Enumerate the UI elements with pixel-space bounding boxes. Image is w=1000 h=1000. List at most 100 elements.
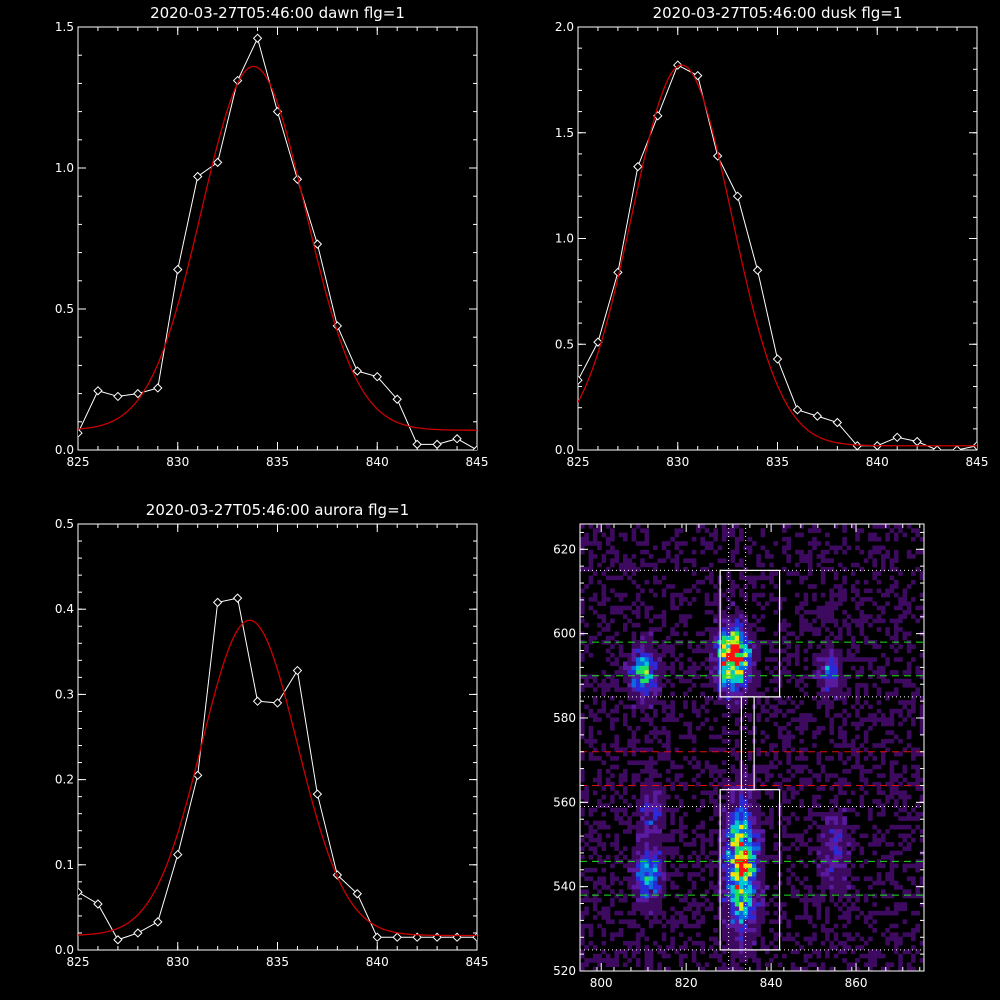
- heatmap-pixel: [601, 592, 607, 598]
- heatmap-pixel: [911, 863, 916, 869]
- heatmap-pixel: [709, 652, 714, 658]
- data-point-diamond: [312, 239, 323, 249]
- heatmap-pixel: [846, 842, 852, 847]
- heatmap-pixel: [807, 919, 813, 925]
- heatmap-pixel: [756, 837, 761, 843]
- heatmap-pixel: [825, 824, 830, 830]
- heatmap-pixel: [812, 794, 817, 800]
- heatmap-pixel: [747, 652, 753, 658]
- heatmap-pixel: [885, 738, 890, 744]
- heatmap-pixel: [592, 953, 598, 959]
- heatmap-pixel: [726, 704, 731, 710]
- heatmap-pixel: [721, 893, 727, 899]
- heatmap-pixel: [592, 532, 598, 538]
- heatmap-pixel: [648, 962, 654, 967]
- heatmap-pixel: [881, 803, 886, 808]
- heatmap-pixel: [885, 661, 890, 667]
- heatmap-pixel: [893, 949, 899, 955]
- heatmap-pixel: [756, 842, 761, 847]
- heatmap-pixel: [743, 859, 748, 864]
- heatmap-pixel: [678, 674, 684, 680]
- heatmap-pixel: [670, 846, 675, 851]
- heatmap-pixel: [631, 953, 637, 959]
- heatmap-pixel: [786, 734, 791, 740]
- heatmap-pixel: [661, 803, 667, 808]
- heatmap-pixel: [644, 549, 650, 555]
- heatmap-pixel: [846, 854, 852, 860]
- heatmap-pixel: [850, 747, 856, 753]
- heatmap-pixel: [713, 678, 718, 684]
- heatmap-pixel: [842, 760, 847, 765]
- heatmap-pixel: [872, 717, 877, 723]
- heatmap-pixel: [747, 953, 753, 959]
- heatmap-pixel: [721, 910, 727, 916]
- heatmap-pixel: [885, 747, 890, 753]
- heatmap-pixel: [752, 631, 757, 637]
- heatmap-pixel: [790, 790, 796, 796]
- heatmap-pixel: [631, 622, 637, 628]
- heatmap-pixel: [816, 803, 822, 808]
- heatmap-pixel: [799, 524, 804, 529]
- heatmap-pixel: [627, 618, 632, 624]
- heatmap-pixel: [657, 897, 662, 903]
- heatmap-pixel: [730, 708, 736, 714]
- heatmap-pixel: [605, 803, 611, 808]
- heatmap-pixel: [592, 958, 598, 963]
- heatmap-pixel: [605, 854, 611, 860]
- heatmap-pixel: [752, 837, 757, 843]
- heatmap-pixel: [859, 833, 865, 839]
- heatmap-pixel: [820, 863, 826, 869]
- x-tick-label: 820: [675, 976, 698, 990]
- heatmap-pixel: [644, 842, 650, 847]
- heatmap-pixel: [756, 670, 761, 675]
- heatmap-pixel: [863, 781, 869, 787]
- heatmap-pixel: [691, 842, 697, 847]
- heatmap-pixel: [752, 854, 757, 860]
- heatmap-pixel: [687, 730, 693, 735]
- heatmap-pixel: [653, 794, 658, 800]
- heatmap-pixel: [807, 807, 813, 813]
- heatmap-pixel: [653, 897, 658, 903]
- data-point-diamond: [113, 391, 123, 402]
- heatmap-pixel: [644, 811, 650, 817]
- heatmap-pixel: [623, 605, 628, 611]
- heatmap-pixel: [752, 889, 757, 894]
- heatmap-pixel: [696, 824, 701, 830]
- heatmap-pixel: [859, 717, 865, 723]
- heatmap-pixel: [790, 872, 796, 877]
- heatmap-pixel: [846, 622, 852, 628]
- heatmap-pixel: [833, 902, 839, 907]
- heatmap-pixel: [661, 700, 667, 705]
- heatmap-pixel: [683, 786, 688, 791]
- heatmap-pixel: [661, 820, 667, 826]
- heatmap-pixel: [648, 807, 654, 813]
- heatmap-pixel: [915, 691, 920, 697]
- heatmap-pixel: [691, 902, 697, 907]
- heatmap-pixel: [623, 652, 628, 658]
- heatmap-pixel: [795, 764, 800, 770]
- heatmap-pixel: [846, 824, 852, 830]
- heatmap-pixel: [868, 704, 873, 710]
- heatmap-pixel: [898, 657, 903, 662]
- heatmap-pixel: [786, 730, 791, 735]
- heatmap-pixel: [653, 670, 658, 675]
- heatmap-pixel: [902, 846, 908, 851]
- heatmap-pixel: [666, 846, 671, 851]
- heatmap-pixel: [635, 652, 641, 658]
- heatmap-pixel: [623, 536, 628, 542]
- heatmap-pixel: [726, 648, 731, 654]
- heatmap-pixel: [902, 807, 908, 813]
- heatmap-pixel: [893, 678, 899, 684]
- heatmap-pixel: [799, 717, 804, 723]
- heatmap-pixel: [691, 562, 697, 568]
- heatmap-pixel: [721, 876, 727, 882]
- heatmap-pixel: [588, 558, 594, 563]
- heatmap-pixel: [635, 657, 641, 662]
- y-tick-label: 540: [553, 880, 576, 894]
- heatmap-pixel: [666, 743, 671, 748]
- heatmap-pixel: [661, 850, 667, 856]
- heatmap-pixel: [773, 704, 779, 710]
- heatmap-pixel: [584, 867, 589, 873]
- heatmap-pixel: [842, 743, 847, 748]
- heatmap-pixel: [859, 622, 865, 628]
